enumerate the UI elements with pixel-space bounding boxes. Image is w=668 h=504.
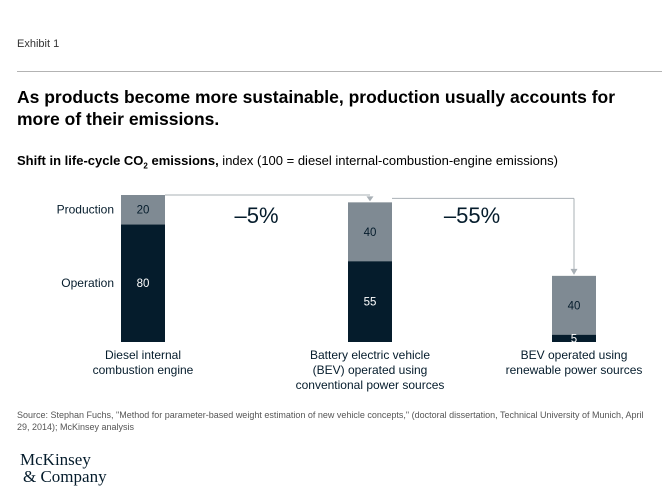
mckinsey-logo: McKinsey & Company bbox=[20, 451, 107, 485]
bar-production-0 bbox=[121, 195, 165, 225]
bar-operation-1 bbox=[348, 261, 392, 342]
bar-operation-2 bbox=[552, 334, 596, 342]
divider bbox=[17, 71, 662, 72]
exhibit-label: Exhibit 1 bbox=[17, 38, 60, 50]
category-label-2-0: BEV operated using bbox=[521, 348, 628, 362]
label-operation-2: 5 bbox=[571, 333, 577, 345]
legend-operation: Operation bbox=[61, 276, 114, 290]
logo-line-1: McKinsey bbox=[20, 450, 91, 469]
category-label-1-2: conventional power sources bbox=[296, 378, 445, 392]
category-label-1-1: (BEV) operated using bbox=[313, 363, 428, 377]
category-label-0-1: combustion engine bbox=[93, 363, 194, 377]
label-operation-1: 55 bbox=[364, 297, 377, 309]
bar-operation-0 bbox=[121, 224, 165, 342]
bar-production-1 bbox=[348, 202, 392, 262]
label-operation-0: 80 bbox=[137, 278, 150, 290]
category-label-1-0: Battery electric vehicle bbox=[310, 348, 430, 362]
category-label-2-1: renewable power sources bbox=[506, 363, 643, 377]
label-production-0: 20 bbox=[137, 205, 150, 217]
subtitle-bold-1: Shift in life-cycle CO bbox=[17, 153, 144, 168]
annotation-change-1: –55% bbox=[444, 203, 500, 228]
connector-arrow-1 bbox=[570, 268, 578, 275]
category-label-0-0: Diesel internal bbox=[105, 348, 181, 362]
chart-title: As products become more sustainable, pro… bbox=[17, 87, 616, 129]
source-note: Source: Stephan Fuchs, "Method for param… bbox=[17, 410, 644, 432]
subtitle-regular: index (100 = diesel internal-combustion-… bbox=[218, 153, 558, 168]
logo-line-2: & Company bbox=[23, 467, 107, 486]
chart-subtitle: Shift in life-cycle CO2 emissions, index… bbox=[17, 153, 558, 171]
subtitle-subscript: 2 bbox=[143, 161, 148, 171]
subtitle-bold-2: emissions, bbox=[147, 153, 219, 168]
label-production-2: 40 bbox=[568, 300, 581, 312]
label-production-1: 40 bbox=[364, 227, 377, 239]
connector-arrow-0 bbox=[366, 196, 374, 202]
bar-production-2 bbox=[552, 275, 596, 335]
annotation-change-0: –5% bbox=[234, 203, 278, 228]
legend-production: Production bbox=[57, 203, 114, 217]
